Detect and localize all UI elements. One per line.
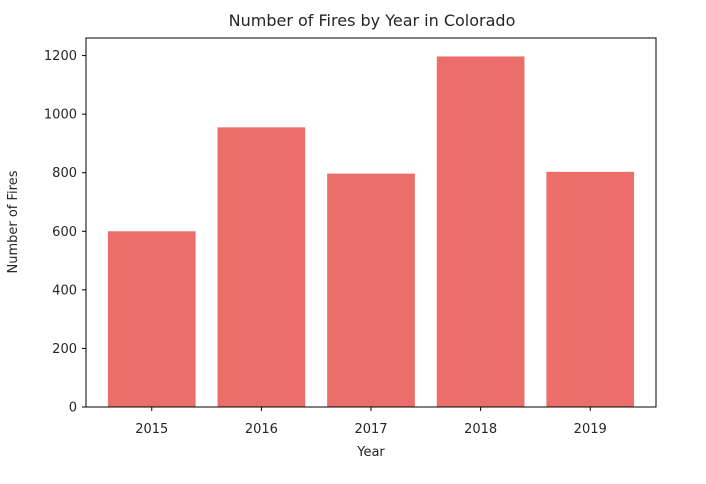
x-tick-label-2015: 2015 bbox=[135, 422, 168, 437]
plot-frame bbox=[85, 37, 657, 408]
chart-title: Number of Fires by Year in Colorado bbox=[229, 11, 516, 30]
x-tick-label-2018: 2018 bbox=[464, 422, 497, 437]
y-axis: 0 200 400 600 800 1000 1200 bbox=[44, 49, 86, 416]
bar-2016 bbox=[217, 127, 306, 408]
bar-2017 bbox=[327, 173, 415, 407]
x-tick-label-2017: 2017 bbox=[354, 422, 387, 437]
bar-2019 bbox=[546, 171, 635, 407]
y-tick-label-1200: 1200 bbox=[44, 49, 77, 64]
y-tick-label-1000: 1000 bbox=[44, 108, 77, 123]
y-tick-label-400: 400 bbox=[52, 283, 77, 298]
x-axis: 2015 2016 2017 2018 2019 bbox=[135, 407, 607, 437]
bar-2018 bbox=[436, 56, 525, 407]
y-tick-label-600: 600 bbox=[52, 225, 77, 240]
y-axis-label: Number of Fires bbox=[6, 170, 21, 273]
y-tick-label-0: 0 bbox=[69, 401, 77, 416]
x-tick-label-2016: 2016 bbox=[245, 422, 278, 437]
x-tick-label-2019: 2019 bbox=[574, 422, 607, 437]
bar-2015 bbox=[107, 231, 196, 407]
y-tick-label-200: 200 bbox=[52, 342, 77, 357]
bars-group bbox=[107, 56, 635, 408]
y-tick-label-800: 800 bbox=[52, 166, 77, 181]
x-axis-label: Year bbox=[356, 445, 385, 460]
